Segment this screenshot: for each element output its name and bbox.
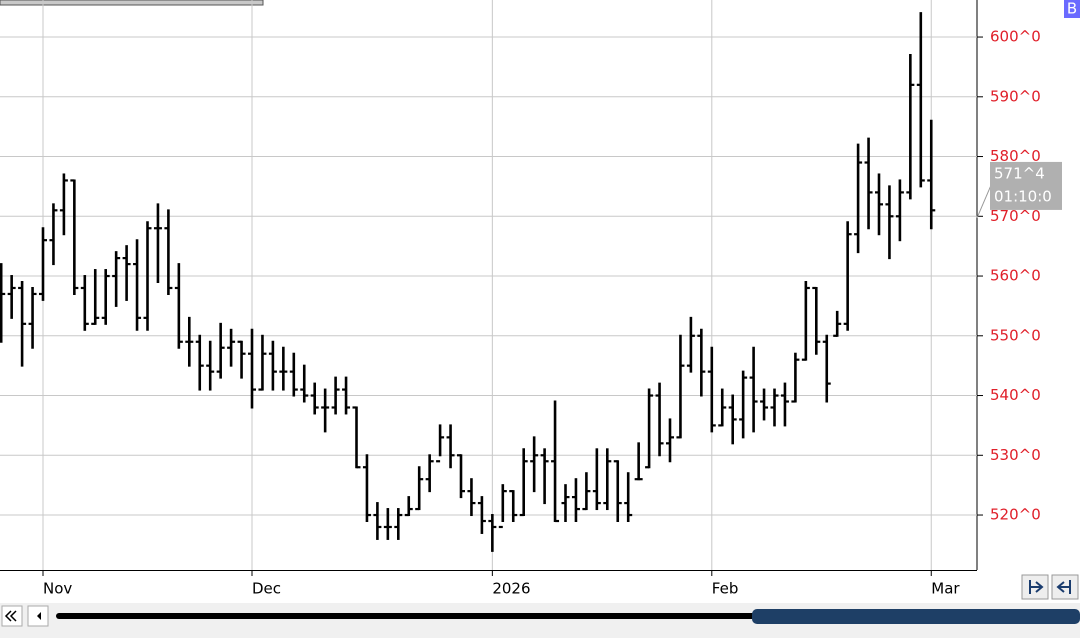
y-tick-label: 520^0 <box>990 506 1041 524</box>
plot <box>0 0 977 570</box>
nav-icon <box>1056 580 1071 594</box>
badge: B <box>1067 0 1077 18</box>
y-tick-label: 560^0 <box>990 267 1041 285</box>
price-pointer <box>976 182 993 219</box>
badge-box <box>1064 0 1080 18</box>
price-box <box>990 161 1062 210</box>
y-tick-label: 530^0 <box>990 446 1041 464</box>
y-tick-label: 550^0 <box>990 326 1041 344</box>
x-tick-label: Mar <box>931 580 960 598</box>
y-tick-label: 600^0 <box>990 28 1041 46</box>
y-tick-label: 570^0 <box>990 207 1041 225</box>
x-tick-label: Nov <box>43 580 72 598</box>
y-tick-label: 590^0 <box>990 87 1041 105</box>
scroll-icon <box>37 612 41 620</box>
y-tick-label: 540^0 <box>990 386 1041 404</box>
last-price-label: 571^4 <box>994 164 1045 182</box>
last-price-time: 01:10:0 <box>994 187 1052 205</box>
scroll-icon <box>4 610 17 622</box>
top-panel <box>0 0 264 6</box>
y-tick-label: 580^0 <box>990 147 1041 165</box>
x-tick-label: Dec <box>252 580 281 598</box>
scroll-thumb[interactable] <box>752 609 1080 624</box>
x-tick-label: 2026 <box>492 580 530 598</box>
x-tick-label: Feb <box>712 580 739 598</box>
nav-icon <box>1029 580 1044 594</box>
